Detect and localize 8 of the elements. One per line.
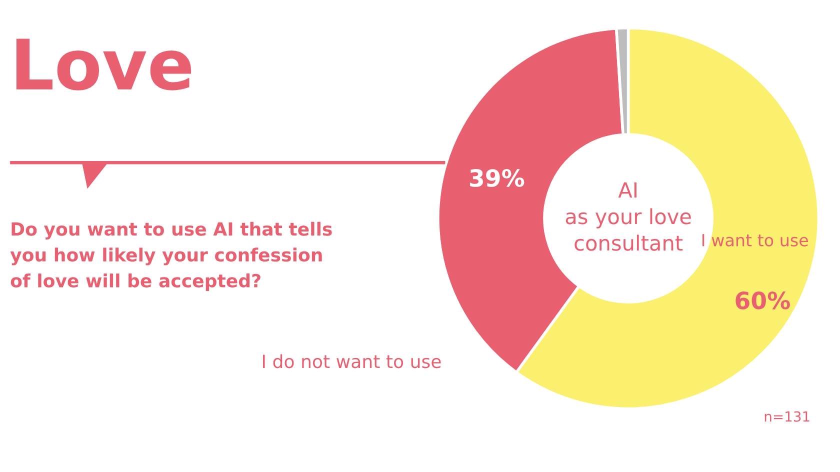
text: AI as your love consultant [566,182,691,251]
data-label: 39% [470,169,524,187]
slice-label: I do not want to use [262,354,441,368]
data-label: 60% [736,292,790,310]
text: n=131 [764,411,810,422]
slice-label: I want to use [702,234,808,246]
chart-title: Love [16,38,192,90]
text: Do you want to use AI that tells you how likely your confession of love will be accepted? [10,222,332,292]
